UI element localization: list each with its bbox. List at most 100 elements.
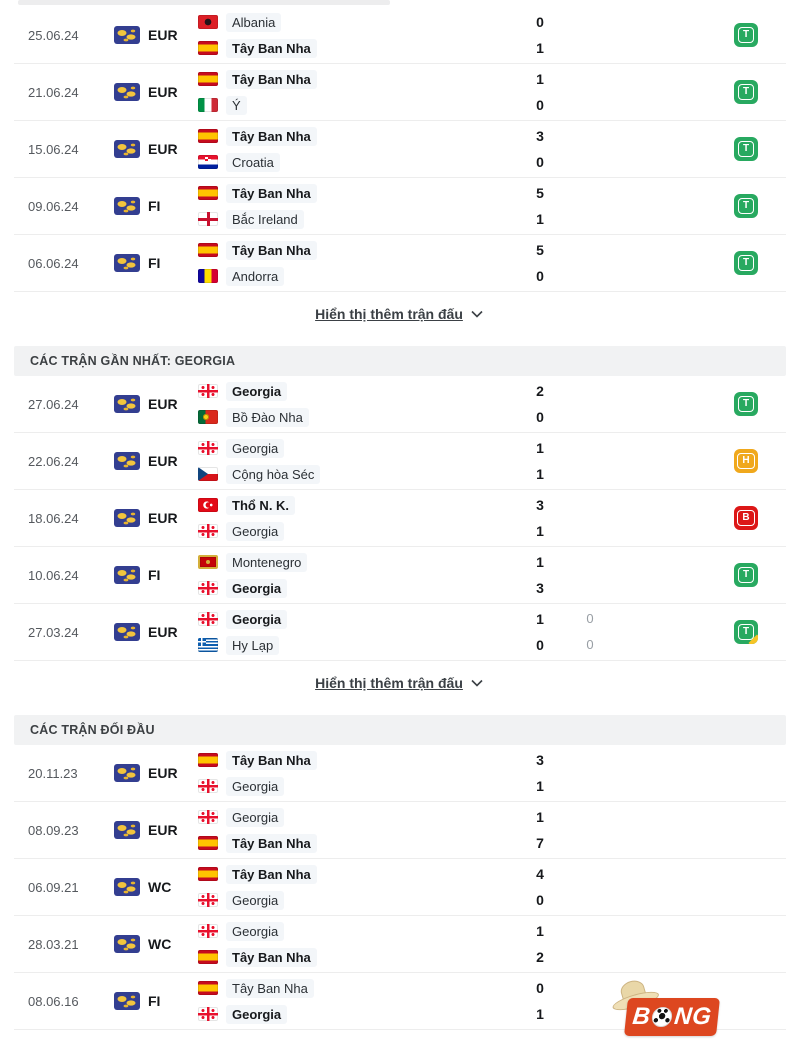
result-slot: T: [734, 137, 758, 161]
andorra-flag-icon: [198, 269, 218, 283]
match-date: 10.06.24: [28, 567, 79, 583]
team-line: Tây Ban Nha 3: [198, 126, 786, 146]
spain-flag-icon: [198, 981, 218, 995]
spain-flag-icon: [198, 129, 218, 143]
competition-label: WC: [148, 936, 172, 952]
result-letter: T: [737, 255, 755, 271]
result-letter: H: [737, 453, 755, 469]
team-name: Georgia: [226, 776, 285, 796]
match-date: 20.11.23: [28, 765, 78, 781]
teams: Georgia 2 Bồ Đào Nha 0: [198, 381, 786, 427]
competition: EUR: [114, 509, 198, 527]
competition-globe-icon: [114, 935, 140, 953]
competition: EUR: [114, 623, 198, 641]
result-badge-T: T: [734, 80, 758, 104]
team-line: Georgia 1: [198, 776, 786, 796]
competition-globe-icon: [114, 878, 140, 896]
competition: FI: [114, 197, 198, 215]
competition: EUR: [114, 452, 198, 470]
competition-label: FI: [148, 255, 161, 271]
team-line: Georgia 1: [198, 807, 786, 827]
team-score: 0: [536, 14, 544, 30]
team-score: 1: [536, 440, 544, 456]
competition: FI: [114, 566, 198, 584]
match-row[interactable]: 06.09.21 WC Tây Ban Nha 4 Georgia 0: [14, 859, 786, 916]
show-more-link[interactable]: Hiển thị thêm trận đấu: [315, 675, 485, 691]
result-slot: B: [734, 506, 758, 530]
georgia-flag-icon: [198, 524, 218, 538]
section-title: CÁC TRẬN ĐỐI ĐẦU: [30, 723, 155, 737]
result-slot: T: [734, 23, 758, 47]
result-slot: T: [734, 392, 758, 416]
match-row[interactable]: 20.11.23 EUR Tây Ban Nha 3 Georgia 1: [14, 745, 786, 802]
match-row[interactable]: 22.06.24 EUR Georgia 1 Cộng hòa Séc 1 H: [14, 433, 786, 490]
match-row[interactable]: 09.06.24 FI Tây Ban Nha 5 Bắc Ireland 1 …: [14, 178, 786, 235]
competition-globe-icon: [114, 140, 140, 158]
georgia-flag-icon: [198, 384, 218, 398]
competition: EUR: [114, 764, 198, 782]
team-score: 0: [536, 154, 544, 170]
team-name: Hy Lạp: [226, 635, 280, 655]
team-score: 1: [536, 466, 544, 482]
portugal-flag-icon: [198, 410, 218, 424]
competition-label: EUR: [148, 822, 178, 838]
match-row[interactable]: 08.06.16 FI Tây Ban Nha 0 Georgia 1: [14, 973, 786, 1030]
match-row[interactable]: 25.06.24 EUR Albania 0 Tây Ban Nha 1 T: [14, 7, 786, 64]
team-name: Andorra: [226, 266, 285, 286]
team-line: Cộng hòa Séc 1: [198, 464, 786, 484]
match-row[interactable]: 10.06.24 FI Montenegro 1 Georgia 3 T: [14, 547, 786, 604]
nireland-flag-icon: [198, 212, 218, 226]
result-badge-T: T: [734, 620, 758, 644]
result-slot: T: [734, 80, 758, 104]
match-row[interactable]: 08.09.23 EUR Georgia 1 Tây Ban Nha 7: [14, 802, 786, 859]
match-row[interactable]: 15.06.24 EUR Tây Ban Nha 3 Croatia 0 T: [14, 121, 786, 178]
team-score: 1: [536, 523, 544, 539]
match-row[interactable]: 27.03.24 EUR Georgia 1 0 Hy Lạp 0 0 T: [14, 604, 786, 661]
georgia-flag-icon: [198, 924, 218, 938]
team-line: Tây Ban Nha 0: [198, 978, 786, 998]
match-date: 28.03.21: [28, 936, 79, 952]
team-name: Georgia: [226, 438, 285, 458]
team-score: 2: [536, 383, 544, 399]
competition-globe-icon: [114, 197, 140, 215]
teams: Tây Ban Nha 0 Georgia 1: [198, 978, 786, 1024]
teams: Montenegro 1 Georgia 3: [198, 552, 786, 598]
team-line: Georgia 1: [198, 521, 786, 541]
team-line: Hy Lạp 0 0: [198, 635, 786, 655]
spain-flag-icon: [198, 836, 218, 850]
cropped-row-remnant: [18, 0, 390, 5]
match-row[interactable]: 21.06.24 EUR Tây Ban Nha 1 Ý 0 T: [14, 64, 786, 121]
team-name: Tây Ban Nha: [226, 947, 317, 967]
team-name: Thổ N. K.: [226, 495, 296, 515]
team-line: Tây Ban Nha 5: [198, 183, 786, 203]
team-name: Tây Ban Nha: [226, 240, 317, 260]
team-line: Tây Ban Nha 1: [198, 69, 786, 89]
team-score: 3: [536, 580, 544, 596]
show-more-label: Hiển thị thêm trận đấu: [315, 306, 463, 322]
match-row[interactable]: 28.03.21 WC Georgia 1 Tây Ban Nha 2: [14, 916, 786, 973]
team-line: Ý 0: [198, 95, 786, 115]
match-row[interactable]: 06.06.24 FI Tây Ban Nha 5 Andorra 0 T: [14, 235, 786, 292]
team-name: Georgia: [226, 807, 285, 827]
competition: FI: [114, 992, 198, 1010]
competition-globe-icon: [114, 992, 140, 1010]
match-row[interactable]: 27.06.24 EUR Georgia 2 Bồ Đào Nha 0 T: [14, 376, 786, 433]
competition: EUR: [114, 821, 198, 839]
croatia-flag-icon: [198, 155, 218, 169]
competition: WC: [114, 935, 198, 953]
competition-label: EUR: [148, 27, 178, 43]
albania-flag-icon: [198, 15, 218, 29]
result-letter: T: [737, 84, 755, 100]
show-more-link[interactable]: Hiển thị thêm trận đấu: [315, 306, 485, 322]
match-row[interactable]: 18.06.24 EUR Thổ N. K. 3 Georgia 1 B: [14, 490, 786, 547]
match-date: 08.06.16: [28, 993, 79, 1009]
match-date: 27.06.24: [28, 396, 79, 412]
match-date: 08.09.23: [28, 822, 79, 838]
team-score: 5: [536, 242, 544, 258]
competition-label: FI: [148, 567, 161, 583]
result-badge-T: T: [734, 194, 758, 218]
team-line: Tây Ban Nha 4: [198, 864, 786, 884]
team-name: Georgia: [226, 921, 285, 941]
result-letter: T: [737, 198, 755, 214]
competition: WC: [114, 878, 198, 896]
